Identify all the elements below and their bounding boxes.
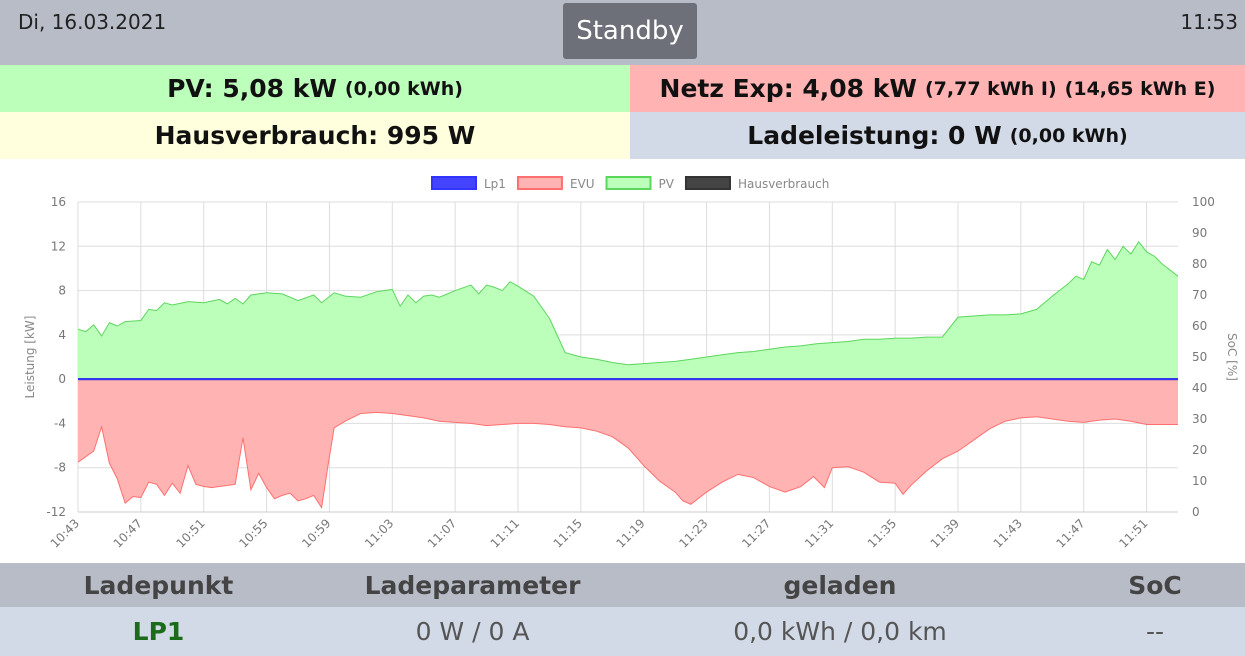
y-tick-label: 4	[58, 328, 66, 342]
legend-swatch	[431, 176, 477, 190]
grid-export-energy: (14,65 kWh E)	[1064, 77, 1216, 100]
grid-power: Netz Exp: 4,08 kW	[659, 74, 917, 103]
col-header-geladen: geladen	[783, 570, 897, 600]
pv-summary: PV: 5,08 kW (0,00 kWh)	[0, 65, 630, 112]
col-header-ladepunkt: Ladepunkt	[83, 570, 234, 600]
x-tick-label: 10:55	[236, 516, 270, 550]
y2-tick-label: 20	[1192, 443, 1207, 457]
charging-power-summary: Ladeleistung: 0 W (0,00 kWh)	[630, 112, 1245, 159]
x-tick-label: 11:11	[488, 516, 522, 550]
charging-power: Ladeleistung: 0 W	[747, 121, 1002, 150]
house-consumption-summary: Hausverbrauch: 995 W	[0, 112, 630, 159]
series-pv-line	[77, 240, 1179, 366]
top-bar: Di, 16.03.2021 Standby 11:53	[0, 0, 1245, 65]
y2-tick-label: 10	[1192, 474, 1207, 488]
y2-tick-label: 0	[1192, 505, 1200, 519]
x-tick-label: 11:43	[991, 516, 1025, 550]
y-tick-label: 12	[51, 239, 66, 253]
x-tick-label: 11:31	[802, 516, 836, 550]
grid-import-energy: (7,77 kWh I)	[925, 77, 1057, 100]
x-tick-label: 11:07	[425, 516, 459, 550]
x-tick-label: 11:35	[865, 516, 899, 550]
series-pv-area	[78, 241, 1178, 380]
chargepoint-parameters: 0 W / 0 A	[415, 617, 530, 646]
x-tick-label: 11:47	[1053, 516, 1087, 550]
legend-label: EVU	[570, 177, 595, 191]
legend-label: PV	[659, 177, 675, 191]
x-tick-label: 10:47	[111, 516, 145, 550]
house-consumption: Hausverbrauch: 995 W	[154, 121, 476, 150]
y2-axis-label: SoC [%]	[1225, 333, 1239, 381]
legend-swatch	[605, 176, 652, 190]
y2-tick-label: 50	[1192, 350, 1207, 364]
x-tick-label: 10:59	[299, 516, 333, 550]
y-tick-label: 16	[51, 195, 66, 209]
chargepoint-table-header: Ladepunkt Ladeparameter geladen SoC	[0, 563, 1245, 607]
y-tick-label: -8	[54, 461, 66, 475]
y2-tick-label: 90	[1192, 226, 1207, 240]
x-tick-label: 11:03	[362, 516, 396, 550]
y-tick-label: -12	[46, 505, 66, 519]
x-tick-label: 10:43	[48, 516, 82, 550]
x-tick-label: 11:19	[613, 516, 647, 550]
x-tick-label: 11:39	[928, 516, 962, 550]
x-tick-label: 10:51	[173, 516, 207, 550]
y-tick-label: 0	[58, 372, 66, 386]
y-tick-label: 8	[58, 284, 66, 298]
legend-swatch	[684, 176, 731, 190]
y2-tick-label: 70	[1192, 288, 1207, 302]
y2-tick-label: 60	[1192, 319, 1207, 333]
chargepoint-charged: 0,0 kWh / 0,0 km	[733, 617, 947, 646]
y-tick-label: -4	[54, 416, 66, 430]
y2-tick-label: 100	[1192, 195, 1215, 209]
legend-swatch	[516, 176, 563, 190]
chargepoint-name[interactable]: LP1	[132, 617, 185, 646]
series-evu-area	[78, 379, 1178, 508]
current-date: Di, 16.03.2021	[18, 10, 167, 34]
y2-tick-label: 40	[1192, 381, 1207, 395]
current-time: 11:53	[1180, 10, 1238, 34]
col-header-soc: SoC	[1128, 570, 1182, 600]
power-chart[interactable]: -12 -8 -4 0 4 8 12 16 0 10 20 30 40 50 60 70 80 90 100 10:4…	[0, 165, 1245, 560]
series-evu-line	[77, 411, 1178, 509]
x-tick-label: 11:27	[739, 516, 773, 550]
charging-energy: (0,00 kWh)	[1009, 124, 1128, 147]
x-tick-label: 11:51	[1116, 516, 1150, 550]
x-tick-label: 11:15	[551, 516, 585, 550]
chargepoint-soc: --	[1145, 617, 1165, 646]
standby-mode-button[interactable]: Standby	[563, 3, 697, 59]
y2-tick-label: 80	[1192, 257, 1207, 271]
grid-summary: Netz Exp: 4,08 kW (7,77 kWh I) (14,65 kW…	[630, 65, 1245, 112]
y2-tick-label: 30	[1192, 412, 1207, 426]
y-axis-label: Leistung [kW]	[23, 316, 37, 399]
col-header-ladeparameter: Ladeparameter	[364, 570, 581, 600]
legend-label: Hausverbrauch	[738, 177, 829, 191]
table-row[interactable]: LP1 0 W / 0 A 0,0 kWh / 0,0 km --	[0, 607, 1245, 656]
pv-energy: (0,00 kWh)	[344, 77, 463, 100]
legend-label: Lp1	[484, 177, 506, 191]
pv-power: PV: 5,08 kW	[167, 74, 337, 103]
x-tick-label: 11:23	[676, 516, 710, 550]
